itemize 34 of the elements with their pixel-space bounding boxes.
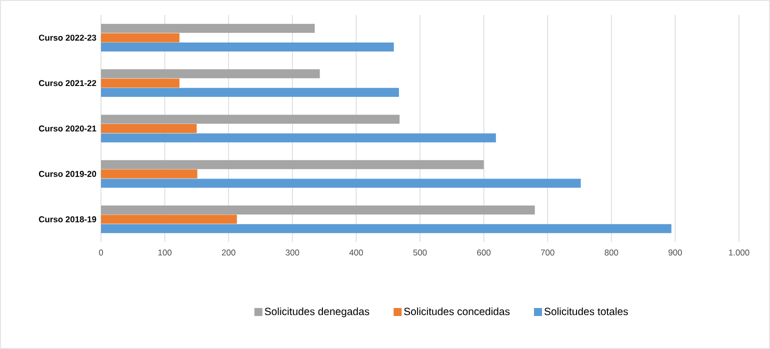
x-tick-label: 500 [413, 250, 427, 256]
x-tick-label: 700 [540, 250, 554, 256]
y-tick-label: Curso 2019-20 [38, 170, 96, 177]
bar [101, 178, 581, 188]
x-tick-label: 300 [286, 250, 300, 256]
y-tick-label: Curso 2021-22 [38, 80, 96, 86]
bar [101, 42, 394, 52]
bar [101, 224, 672, 234]
x-tick-label: 600 [477, 250, 491, 256]
bar [101, 24, 315, 33]
bar [101, 69, 320, 78]
y-tick-label: Curso 2018-19 [38, 216, 96, 222]
x-tick-label: 900 [668, 250, 682, 256]
bar [101, 114, 400, 124]
legend-label: Solicitudes denegadas [264, 307, 370, 318]
bar [101, 124, 197, 134]
x-tick-label: 800 [604, 250, 618, 256]
bar [101, 78, 180, 88]
x-tick-label: 200 [222, 250, 236, 256]
legend-label: Solicitudes totales [544, 307, 628, 316]
x-tick-label: 400 [349, 250, 363, 256]
bar [101, 33, 180, 42]
y-tick-label: Curso 2020-21 [38, 126, 96, 132]
legend-label: Solicitudes concedidas [404, 307, 510, 316]
bar [101, 160, 484, 170]
bar [101, 169, 198, 178]
y-tick-label: Curso 2022-23 [38, 34, 96, 41]
bar [101, 205, 535, 214]
bar [101, 88, 399, 97]
bar [101, 133, 496, 142]
bar [101, 214, 237, 224]
x-tick-label: 1.000 [729, 250, 750, 256]
x-tick-label: 100 [158, 250, 172, 256]
x-tick-label: 0 [98, 250, 104, 256]
